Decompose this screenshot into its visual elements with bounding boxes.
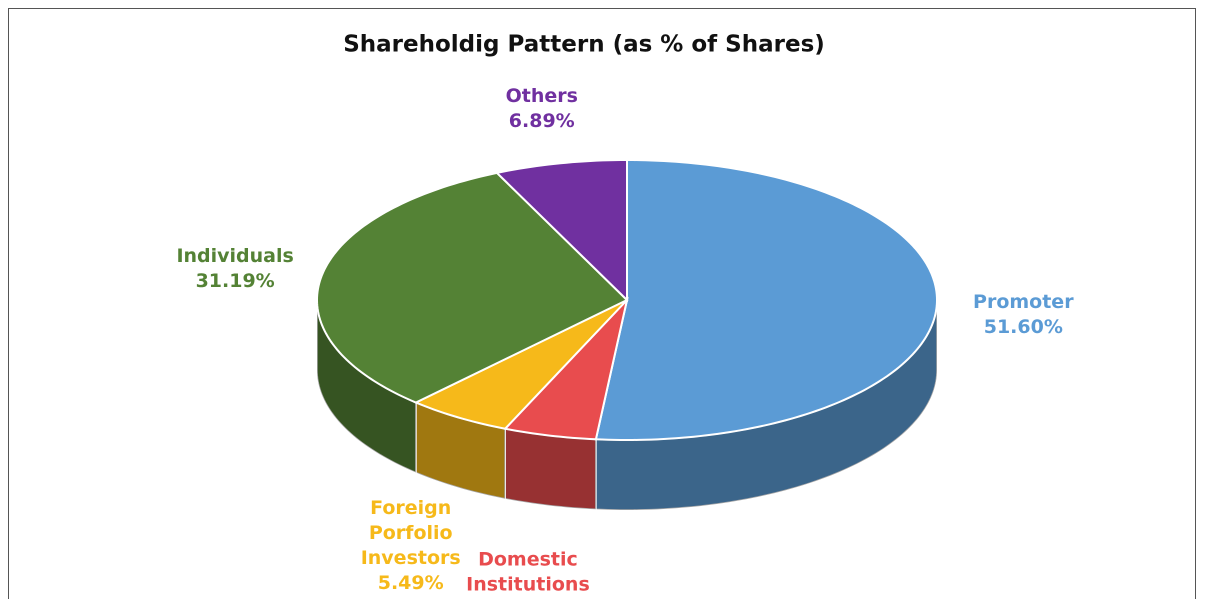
category-label: Domestic Institutions xyxy=(466,548,590,596)
value-label: 31.19% xyxy=(195,270,275,293)
slice xyxy=(494,158,628,303)
data-label: Others 6.89% xyxy=(506,84,578,134)
slice xyxy=(316,171,629,404)
side-shade xyxy=(595,300,937,510)
data-label: Individuals 31.19% xyxy=(176,244,293,294)
data-label: Domestic Institutions4.83% xyxy=(466,547,590,599)
value-label: 6.89% xyxy=(508,109,575,132)
side-shade xyxy=(317,300,416,473)
category-label: Others xyxy=(505,84,578,107)
side-shade xyxy=(505,428,596,510)
slice xyxy=(503,296,629,441)
chart-frame xyxy=(8,8,1196,599)
category-label: Foreign Porfolio Investors xyxy=(360,497,461,570)
value-label: 51.60% xyxy=(983,315,1063,338)
chart-title: Shareholdig Pattern (as % of Shares) xyxy=(343,32,825,58)
slice xyxy=(594,158,939,442)
category-label: Promoter xyxy=(973,290,1074,313)
category-label: Individuals xyxy=(176,245,294,268)
data-label: Promoter 51.60% xyxy=(973,290,1074,340)
slice xyxy=(413,299,628,430)
value-label: 5.49% xyxy=(377,572,444,595)
side-shade xyxy=(415,402,506,499)
data-label: Foreign Porfolio Investors 5.49% xyxy=(361,496,461,596)
